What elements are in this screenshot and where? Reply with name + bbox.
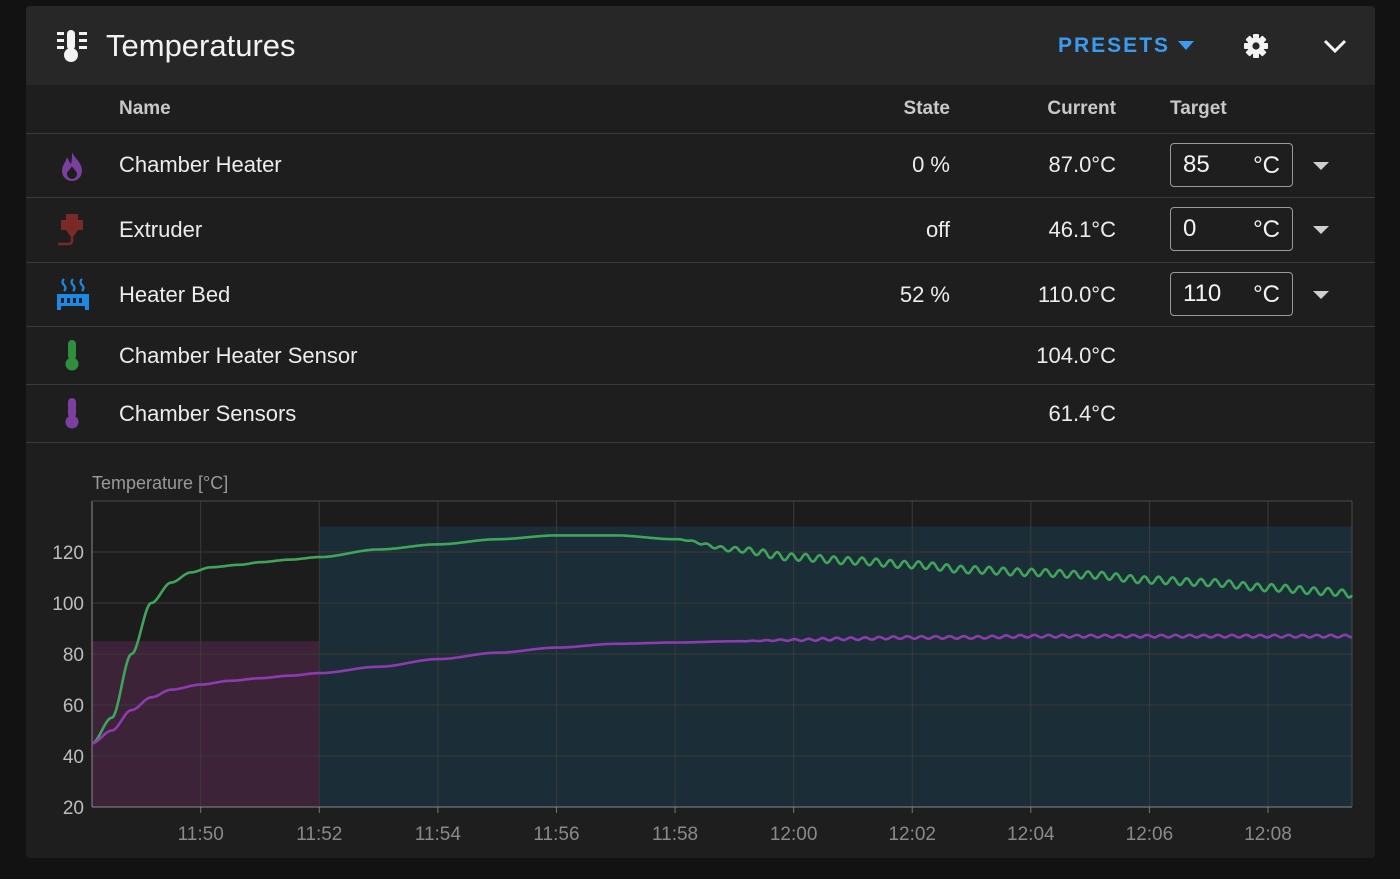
row-current: 110.0°C: [1037, 282, 1116, 307]
column-state: State: [903, 98, 950, 119]
target-dropdown-icon[interactable]: [1312, 224, 1330, 236]
row-name: Chamber Heater: [119, 152, 282, 177]
x-tick-label: 12:08: [1244, 824, 1292, 845]
column-name: Name: [119, 98, 171, 119]
target-band: [319, 526, 1352, 807]
thermometer-icon: [65, 398, 79, 429]
table-row-chamber-sensors: Chamber Sensors 61.4°C: [26, 385, 1375, 443]
target-field[interactable]: °C: [1170, 143, 1293, 187]
row-state: 52 %: [899, 282, 950, 307]
chart-ylabel: Temperature [°C]: [92, 473, 228, 493]
x-tick-label: 11:50: [178, 824, 224, 845]
temperature-chart: Temperature [°C] 20 40 60 80 100 120 11:50 11:5…: [26, 443, 1375, 858]
y-tick-label: 20: [63, 798, 84, 819]
presets-button[interactable]: PRESETS: [1058, 30, 1195, 62]
row-current: 46.1°C: [1048, 217, 1116, 242]
y-tick-label: 80: [63, 645, 84, 666]
row-name: Extruder: [119, 217, 203, 242]
temperatures-card: Temperatures PRESETS Name State Current …: [26, 6, 1375, 858]
fire-icon: [62, 152, 82, 181]
x-tick-label: 12:02: [888, 824, 936, 845]
temperature-chart-svg: Temperature [°C] 20 40 60 80 100 120 11:50 11:5…: [52, 473, 1354, 845]
target-unit: °C: [1253, 216, 1280, 243]
x-tick-label: 12:00: [770, 824, 818, 845]
y-tick-label: 120: [52, 543, 84, 564]
target-input[interactable]: [1183, 150, 1243, 180]
target-input[interactable]: [1183, 214, 1243, 244]
x-tick-label: 11:52: [296, 824, 342, 845]
thermometer-icon: [65, 340, 79, 371]
target-field[interactable]: °C: [1170, 207, 1293, 251]
target-unit: °C: [1253, 281, 1280, 308]
y-tick-label: 60: [63, 696, 84, 717]
y-tick-label: 100: [52, 594, 84, 615]
row-state: off: [925, 217, 950, 242]
series-line: [91, 534, 1354, 745]
gear-icon[interactable]: [1242, 32, 1270, 60]
column-current: Current: [1047, 98, 1116, 119]
target-input[interactable]: [1183, 279, 1243, 309]
row-name: Heater Bed: [119, 282, 231, 307]
thermometer-lines-icon: [57, 30, 87, 62]
card-header: Temperatures PRESETS: [26, 6, 1375, 85]
row-current: 104.0°C: [1036, 343, 1116, 368]
card-title: Temperatures: [106, 28, 296, 63]
table-header: Name State Current Target: [26, 85, 1375, 134]
row-current: 61.4°C: [1048, 401, 1116, 426]
x-tick-label: 11:56: [533, 824, 579, 845]
row-current: 87.0°C: [1048, 152, 1116, 177]
row-name: Chamber Sensors: [119, 401, 297, 426]
table-row-extruder: Extruder off 46.1°C °C: [26, 198, 1375, 263]
chevron-down-icon[interactable]: [1322, 34, 1348, 58]
target-field[interactable]: °C: [1170, 272, 1293, 316]
x-tick-label: 11:54: [415, 824, 462, 845]
printer-nozzle-icon: [58, 214, 83, 246]
target-band: [92, 641, 320, 807]
series-line: [91, 633, 1353, 745]
caret-down-icon: [1178, 41, 1195, 51]
y-tick-label: 40: [63, 747, 84, 768]
table-row-chamber-heater-sensor: Chamber Heater Sensor 104.0°C: [26, 327, 1375, 385]
target-dropdown-icon[interactable]: [1312, 160, 1330, 172]
table-row-heater-bed: Heater Bed 52 % 110.0°C °C: [26, 263, 1375, 327]
radiator-icon: [57, 278, 89, 310]
table-row-chamber-heater: Chamber Heater 0 % 87.0°C °C: [26, 134, 1375, 198]
presets-label: PRESETS: [1058, 34, 1171, 57]
column-target: Target: [1170, 98, 1227, 119]
row-name: Chamber Heater Sensor: [119, 343, 358, 368]
row-state: 0 %: [912, 152, 950, 177]
x-tick-label: 12:06: [1126, 824, 1174, 845]
target-unit: °C: [1253, 152, 1280, 179]
x-tick-label: 11:58: [652, 824, 698, 845]
x-tick-label: 12:04: [1007, 824, 1055, 845]
target-dropdown-icon[interactable]: [1312, 289, 1330, 301]
